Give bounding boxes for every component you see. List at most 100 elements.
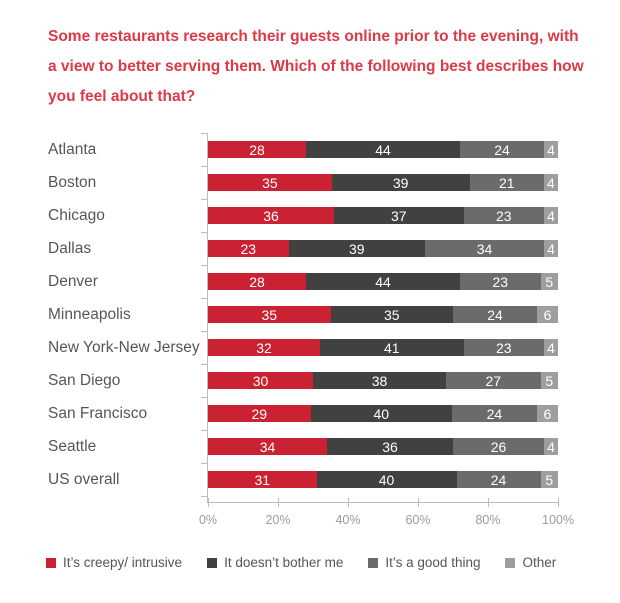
- x-axis-tick-label: 0%: [198, 513, 218, 527]
- chart-rows: Atlanta 28 44 24 4 Boston 35 39 21 4 Chicago 36 37 23…: [48, 133, 578, 496]
- segment-value-label: 21: [498, 174, 515, 191]
- segment-value-label: 5: [545, 372, 554, 389]
- bar-segment-other: 5: [540, 273, 558, 290]
- chart-legend: It’s creepy/ intrusive It doesn’t bother …: [46, 555, 556, 570]
- segment-value-label: 4: [547, 207, 555, 224]
- bar-segment-not-bothered: 35: [330, 306, 453, 323]
- x-axis-tick: [488, 498, 489, 507]
- segment-value-label: 5: [545, 273, 554, 290]
- segment-value-label: 44: [375, 141, 391, 158]
- category-label: Dallas: [48, 239, 92, 257]
- bar-segment-other: 5: [540, 471, 558, 488]
- legend-item-other: Other: [505, 555, 556, 570]
- segment-value-label: 35: [383, 306, 400, 323]
- legend-swatch-creepy: [46, 557, 56, 568]
- bar-segment-creepy: 31: [208, 471, 317, 488]
- segment-value-label: 24: [494, 141, 510, 158]
- x-axis-tick: [278, 498, 279, 507]
- bar-segment-creepy: 23: [208, 240, 289, 257]
- chart-row: Minneapolis 35 35 24 6: [48, 298, 578, 331]
- category-label: San Francisco: [48, 404, 148, 422]
- chart-row: Seattle 34 36 26 4: [48, 430, 578, 463]
- bar-segment-creepy: 30: [208, 372, 313, 389]
- bar-segment-not-bothered: 36: [327, 438, 453, 455]
- stacked-bar: 36 37 23 4: [208, 207, 558, 224]
- bar-segment-good-thing: 24: [460, 141, 544, 158]
- chart-row: Dallas 23 39 34 4: [48, 232, 578, 265]
- segment-value-label: 36: [263, 207, 279, 224]
- segment-value-label: 4: [547, 240, 555, 257]
- y-axis-tick: [201, 397, 207, 398]
- bar-segment-not-bothered: 38: [313, 372, 446, 389]
- bar-segment-good-thing: 23: [463, 339, 544, 356]
- chart-row: US overall 31 40 24 5: [48, 463, 578, 496]
- category-label: Atlanta: [48, 140, 97, 158]
- stacked-bar: 35 35 24 6: [208, 306, 558, 323]
- segment-value-label: 34: [476, 240, 493, 257]
- bar-segment-good-thing: 24: [456, 471, 541, 488]
- x-axis-line: [207, 502, 559, 503]
- bar-segment-good-thing: 21: [469, 174, 544, 191]
- segment-value-label: 37: [390, 207, 407, 224]
- segment-value-label: 40: [373, 405, 390, 422]
- segment-value-label: 6: [543, 405, 552, 422]
- legend-swatch-good-thing: [368, 557, 379, 568]
- segment-value-label: 32: [256, 339, 272, 356]
- bar-segment-good-thing: 24: [453, 306, 537, 323]
- segment-value-label: 24: [490, 471, 507, 488]
- chart-row: New York-New Jersey 32 41 23 4: [48, 331, 578, 364]
- x-axis-tick-label: 20%: [265, 513, 291, 527]
- x-axis-tick: [418, 498, 419, 507]
- category-label: Minneapolis: [48, 305, 131, 323]
- segment-value-label: 41: [383, 339, 400, 356]
- y-axis-tick: [201, 430, 207, 431]
- x-axis-tick-label: 60%: [405, 513, 431, 527]
- segment-value-label: 36: [382, 438, 398, 455]
- chart-row: Chicago 36 37 23 4: [48, 199, 578, 232]
- bar-segment-other: 4: [544, 141, 558, 158]
- segment-value-label: 24: [487, 306, 503, 323]
- stacked-bar: 35 39 21 4: [208, 174, 558, 191]
- y-axis-tick: [201, 133, 207, 134]
- legend-item-creepy: It’s creepy/ intrusive: [46, 555, 182, 570]
- category-label: Boston: [48, 173, 97, 191]
- category-label: US overall: [48, 470, 120, 488]
- bar-segment-not-bothered: 39: [288, 240, 425, 257]
- chart-row: Denver 28 44 23 5: [48, 265, 578, 298]
- x-axis-tick-label: 80%: [475, 513, 501, 527]
- segment-value-label: 30: [252, 372, 269, 389]
- bar-segment-creepy: 32: [208, 339, 320, 356]
- legend-label: It doesn’t bother me: [224, 555, 344, 570]
- legend-item-not-bothered: It doesn’t bother me: [207, 555, 343, 570]
- bar-segment-creepy: 35: [208, 174, 332, 191]
- y-axis-tick: [201, 232, 207, 233]
- chart-row: San Francisco 29 40 24 6: [48, 397, 578, 430]
- segment-value-label: 26: [490, 438, 507, 455]
- y-axis-tick: [201, 265, 207, 266]
- bar-segment-other: 4: [544, 339, 558, 356]
- bar-segment-not-bothered: 40: [310, 405, 452, 422]
- bar-segment-other: 4: [544, 207, 558, 224]
- bar-segment-good-thing: 26: [453, 438, 544, 455]
- segment-value-label: 6: [543, 306, 552, 323]
- legend-swatch-other: [505, 557, 516, 568]
- legend-label: Other: [522, 555, 557, 570]
- legend-label: It’s creepy/ intrusive: [63, 555, 183, 570]
- bar-segment-not-bothered: 41: [320, 339, 464, 356]
- stacked-bar-chart: Atlanta 28 44 24 4 Boston 35 39 21 4 Chicago 36 37 23…: [48, 133, 578, 533]
- y-axis-tick: [201, 166, 207, 167]
- segment-value-label: 4: [547, 141, 555, 158]
- segment-value-label: 39: [348, 240, 365, 257]
- y-axis-tick: [201, 364, 207, 365]
- bar-segment-not-bothered: 40: [316, 471, 457, 488]
- bar-segment-not-bothered: 44: [306, 273, 460, 290]
- segment-value-label: 40: [378, 471, 395, 488]
- segment-value-label: 4: [547, 174, 555, 191]
- bar-segment-creepy: 28: [208, 141, 306, 158]
- x-axis-tick-label: 100%: [542, 513, 574, 527]
- segment-value-label: 23: [492, 273, 509, 290]
- stacked-bar: 29 40 24 6: [208, 405, 559, 422]
- bar-segment-not-bothered: 39: [331, 174, 470, 191]
- segment-value-label: 38: [371, 372, 388, 389]
